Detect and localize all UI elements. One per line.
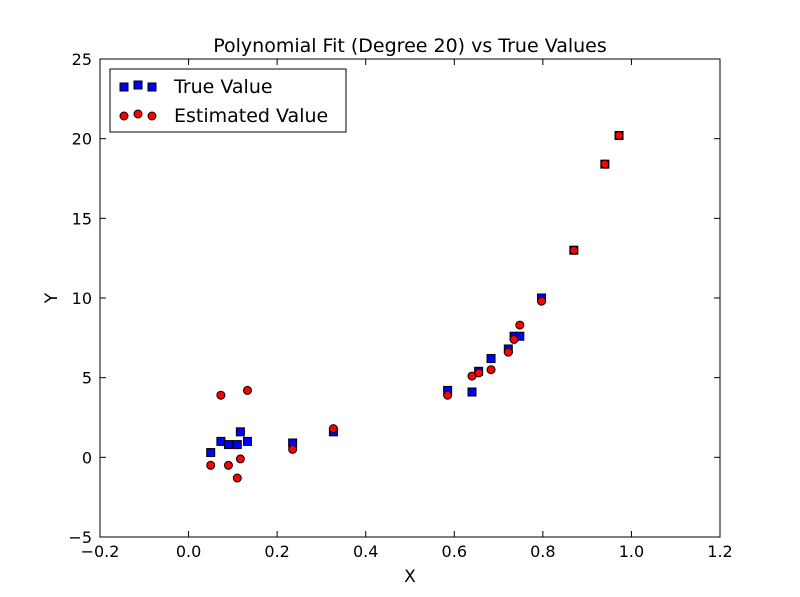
- legend-box: [109, 68, 347, 133]
- x-tick-label: 0.4: [353, 542, 378, 561]
- true-value-point: [216, 436, 226, 446]
- estimated-value-point: [242, 385, 252, 395]
- estimated-value-point: [328, 424, 338, 434]
- plot-area-frame: [99, 58, 721, 538]
- estimated-value-point: [515, 320, 525, 330]
- true-value-point: [206, 448, 216, 458]
- x-tick-label: 1.0: [619, 542, 644, 561]
- chart-title: Polynomial Fit (Degree 20) vs True Value…: [213, 35, 607, 57]
- y-tick-label: 15: [72, 209, 92, 228]
- legend-marker: [119, 82, 129, 92]
- legend-marker: [133, 109, 143, 119]
- x-axis-ticks: −0.2 0.0 0.2 0.4 0.6 0.8 1.0 1.2: [81, 59, 733, 561]
- legend-marker: [147, 111, 157, 121]
- true-value-point: [223, 440, 233, 450]
- y-tick-label: −5: [68, 528, 92, 547]
- estimated-value-point: [600, 159, 610, 169]
- estimated-value-point: [288, 444, 298, 454]
- estimated-value-point: [232, 473, 242, 483]
- legend-label: True Value: [173, 76, 273, 98]
- y-tick-label: 5: [82, 369, 92, 388]
- estimated-value-point: [216, 390, 226, 400]
- estimated-value-point: [223, 460, 233, 470]
- estimated-value-point: [206, 460, 216, 470]
- legend: True Value Estimated Value: [109, 68, 347, 133]
- legend-marker: [147, 82, 157, 92]
- y-tick-label: 20: [72, 130, 92, 149]
- x-tick-label: 0.0: [176, 542, 201, 561]
- y-tick-label: 10: [72, 289, 92, 308]
- true-value-point: [232, 440, 242, 450]
- estimated-value-point: [509, 334, 519, 344]
- estimated-value-point: [537, 296, 547, 306]
- x-tick-label: 1.2: [707, 542, 732, 561]
- true-value-point: [242, 436, 252, 446]
- estimated-value-point: [569, 245, 579, 255]
- x-tick-label: −0.2: [81, 542, 120, 561]
- x-tick-label: 0.8: [530, 542, 555, 561]
- estimated-value-point: [235, 454, 245, 464]
- estimated-value-point: [503, 347, 513, 357]
- estimated-value-point: [614, 130, 624, 140]
- legend-marker: [119, 111, 129, 121]
- x-tick-label: 0.2: [264, 542, 289, 561]
- legend-marker: [133, 80, 143, 90]
- estimated-value-point: [486, 365, 496, 375]
- y-axis-title: Y: [42, 292, 62, 304]
- data-points: [206, 130, 624, 483]
- estimated-value-point: [474, 368, 484, 378]
- y-tick-label: 0: [82, 448, 92, 467]
- x-axis-title: X: [404, 567, 416, 587]
- true-value-point: [486, 354, 496, 364]
- y-tick-label: 25: [72, 50, 92, 69]
- y-axis-ticks: −5 0 5 10 15 20 25: [68, 50, 720, 547]
- estimated-value-point: [443, 390, 453, 400]
- true-value-point: [235, 427, 245, 437]
- x-tick-label: 0.6: [442, 542, 467, 561]
- legend-label: Estimated Value: [174, 105, 328, 127]
- true-value-point: [467, 387, 477, 397]
